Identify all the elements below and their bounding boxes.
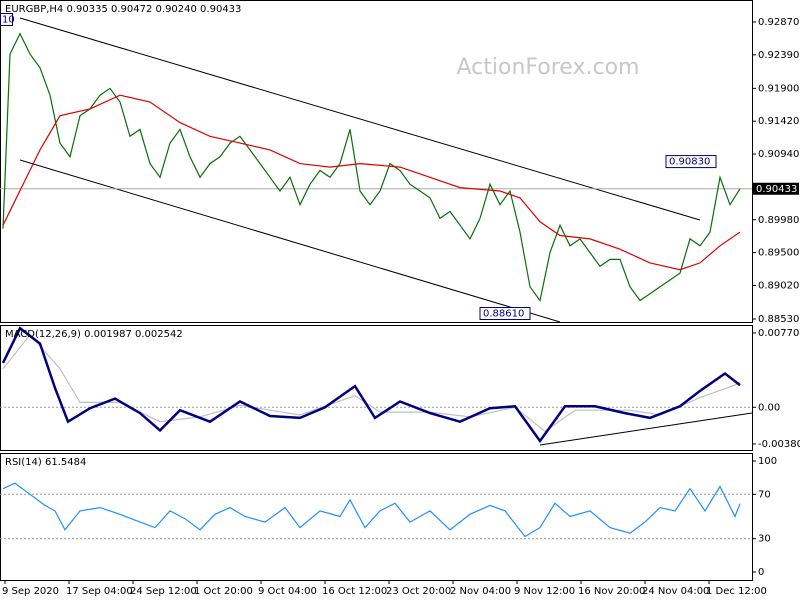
y-tick-label: 30: [758, 534, 771, 545]
y-tick-label: 0.92390: [758, 50, 799, 61]
trend-lines: [19, 17, 753, 446]
panel-title: RSI(14) 61.5484: [5, 457, 86, 468]
y-tick-label: 0.91900: [758, 83, 799, 94]
x-tick-label: 16 Nov 20:00: [578, 586, 645, 597]
series-line: [1, 326, 741, 444]
x-tick-label: 24 Sep 12:00: [130, 586, 197, 597]
x-tick-label: 1 Oct 20:00: [194, 586, 253, 597]
annotation-label: 0.88610: [483, 309, 524, 320]
series-line: [2, 482, 741, 538]
y-tick-label: 0.89980: [758, 215, 799, 226]
macd-trend: [539, 412, 753, 446]
x-tick-label: 9 Nov 12:00: [514, 586, 575, 597]
x-tick-label: 2 Nov 04:00: [450, 586, 511, 597]
x-tick-label: 9 Sep 2020: [2, 586, 59, 597]
series-line: [2, 94, 741, 271]
annotation-label: 0.90830: [669, 157, 710, 168]
y-tick-label: 100: [758, 456, 777, 467]
y-tick-label: 70: [758, 489, 771, 500]
y-tick-label: 0.89020: [758, 280, 799, 291]
y-tick-label: -0.003804: [758, 439, 800, 450]
annotation-box: [479, 307, 531, 321]
panel-frame: [0, 325, 753, 451]
annotation-box: [0, 13, 13, 26]
y-tick-label: 0.007704: [758, 328, 800, 339]
last-price-label: 0.90433: [756, 184, 797, 195]
x-tick-label: 24 Nov 04:00: [642, 586, 709, 597]
y-tick-label: 0.00: [758, 402, 780, 413]
y-tick-label: 0.92870: [758, 17, 799, 28]
y-tick-label: 0: [758, 567, 764, 578]
x-tick-label: 1 Dec 12:00: [706, 586, 767, 597]
annotation-label: 10: [2, 15, 15, 26]
panel-title: MACD(12,26,9) 0.001987 0.002542: [5, 329, 183, 340]
channel-lower: [19, 159, 561, 323]
panel-title: EURGBP,H4 0.90335 0.90472 0.90240 0.9043…: [5, 4, 241, 15]
series-line: [2, 32, 741, 302]
y-tick-label: 0.90940: [758, 149, 799, 160]
y-tick-label: 0.89500: [758, 248, 799, 259]
x-tick-label: 16 Oct 12:00: [322, 586, 387, 597]
last-price-box: [753, 182, 799, 195]
y-tick-label: 0.91420: [758, 116, 799, 127]
x-tick-label: 9 Oct 04:00: [258, 586, 317, 597]
panel-frame: [0, 0, 753, 323]
channel-upper: [19, 17, 701, 221]
annotation-box: [665, 155, 717, 169]
panel-frame: [0, 453, 753, 581]
x-tick-label: 23 Oct 20:00: [386, 586, 451, 597]
y-tick-label: 0.88530: [758, 314, 799, 325]
watermark: ActionForex.com: [457, 55, 640, 80]
x-tick-label: 17 Sep 04:00: [66, 586, 133, 597]
